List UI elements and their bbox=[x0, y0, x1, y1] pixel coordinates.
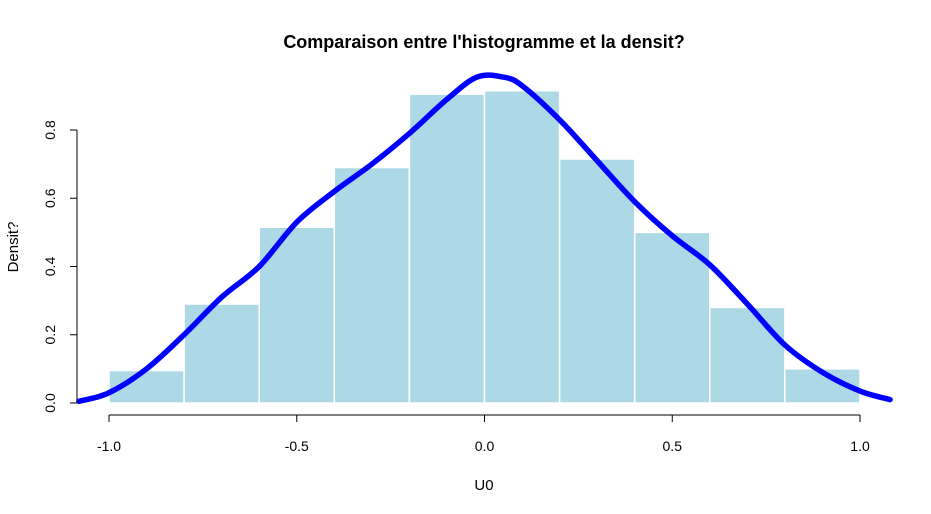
x-tick-label-3: 0.0 bbox=[475, 438, 495, 454]
histogram-bar-2 bbox=[183, 303, 260, 404]
x-tick-label-2: -0.5 bbox=[285, 438, 309, 454]
x-tick-label-5: 1.0 bbox=[850, 438, 870, 454]
histogram-bar-6 bbox=[483, 90, 561, 404]
chart-title: Comparaison entre l'histogramme et la de… bbox=[283, 32, 684, 52]
histogram-bar-4 bbox=[333, 166, 411, 404]
y-axis-label: Densit? bbox=[5, 222, 22, 273]
x-tick-label-1: -1.0 bbox=[97, 438, 121, 454]
histogram-bar-5 bbox=[408, 93, 486, 404]
y-tick-label-5: 0.8 bbox=[42, 120, 58, 140]
y-tick-label-4: 0.6 bbox=[42, 188, 58, 208]
y-axis: 0.0 0.2 0.4 0.6 0.8 bbox=[42, 120, 78, 413]
density-curve bbox=[76, 72, 893, 405]
y-tick-label-2: 0.2 bbox=[42, 325, 58, 345]
histogram-bar-3 bbox=[258, 226, 336, 404]
y-tick-label-3: 0.4 bbox=[42, 257, 58, 277]
histogram-bar-9 bbox=[709, 306, 786, 404]
x-tick-label-4: 0.5 bbox=[663, 438, 683, 454]
histogram-bar-7 bbox=[558, 158, 636, 404]
histogram-bars bbox=[108, 90, 861, 404]
x-axis-label: U0 bbox=[474, 477, 493, 494]
y-tick-label-1: 0.0 bbox=[42, 393, 58, 413]
x-axis: -1.0 -0.5 0.0 0.5 1.0 bbox=[97, 414, 870, 454]
